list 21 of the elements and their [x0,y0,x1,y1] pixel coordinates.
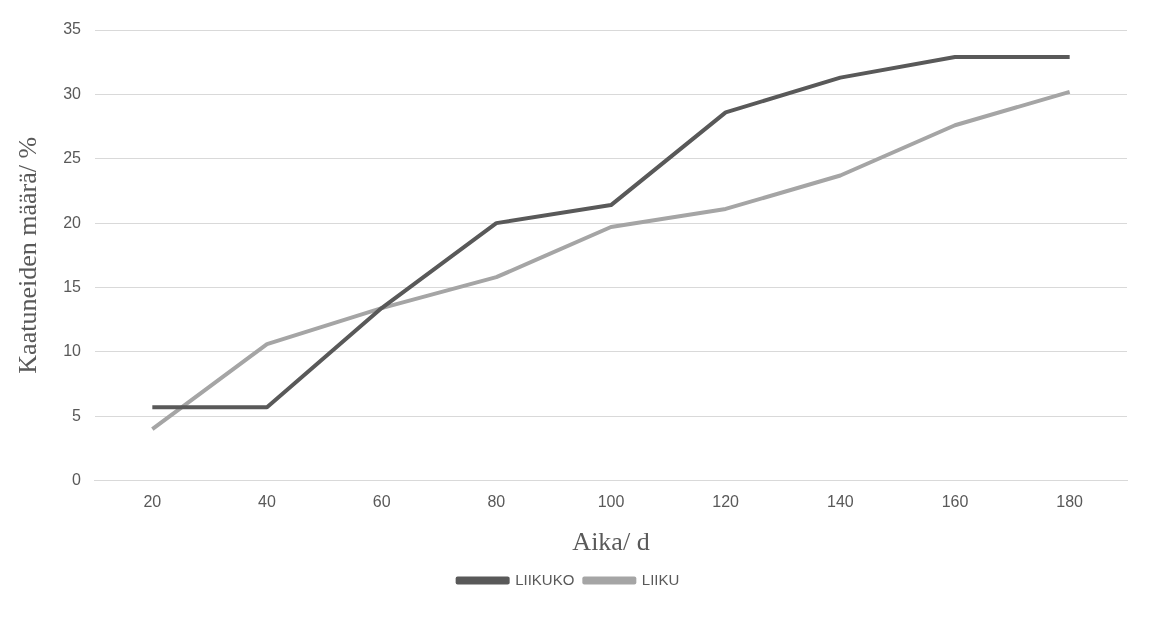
legend-label: LIIKU [641,570,680,588]
x-tick-label: 100 [597,492,625,510]
y-tick-label: 5 [72,406,82,424]
x-tick-label: 80 [487,492,506,510]
x-tick-label: 40 [258,492,276,510]
x-tick-label: 180 [1056,492,1084,510]
y-tick-label: 0 [72,471,82,489]
y-tick-label: 30 [63,84,82,102]
x-tick-label: 20 [143,492,162,510]
x-tick-label: 140 [826,492,854,510]
x-tick-label: 160 [941,492,969,510]
x-axis-title: Aika/ d [572,527,650,557]
y-axis-title: Kaatuneiden määrä/ % [13,136,43,374]
y-tick-label: 25 [63,149,82,167]
y-tick-label: 15 [63,277,82,295]
legend-label: LIIKUKO [515,570,575,588]
y-tick-label: 35 [63,20,82,38]
y-tick-label: 10 [63,342,82,360]
x-tick-label: 120 [712,492,740,510]
x-tick-label: 60 [372,492,391,510]
y-tick-label: 20 [63,213,82,231]
